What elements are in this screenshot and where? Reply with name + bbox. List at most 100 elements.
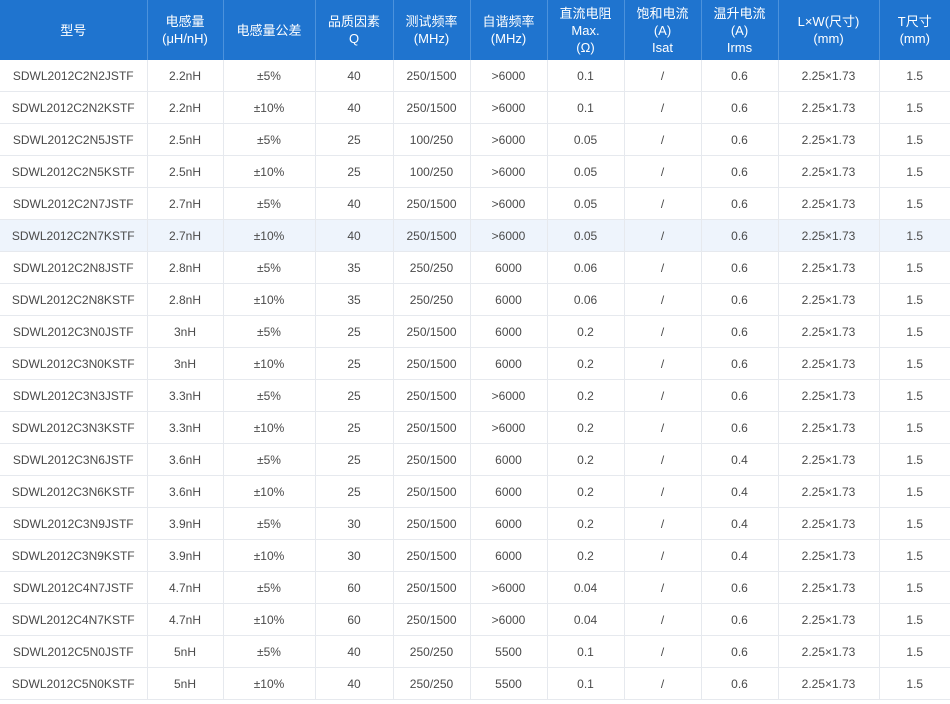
cell-test-frequency: 250/250 [393,283,471,316]
cell-quality-factor: 40 [315,219,394,252]
cell-tolerance: ±10% [223,603,316,636]
column-header-line: (MHz) [490,31,527,46]
cell-self-resonant-frequency: >6000 [470,379,548,412]
column-header-line: Irms [726,39,753,55]
column-header-line: (A) [730,22,749,38]
column-header-line: (mm) [899,31,930,46]
cell-part-number: SDWL2012C2N8KSTF [0,283,148,316]
cell-temperature-rise-current: 0.4 [701,443,779,476]
cell-temperature-rise-current: 0.6 [701,571,779,604]
cell-tolerance: ±5% [223,187,316,220]
cell-self-resonant-frequency: 6000 [470,507,548,540]
cell-quality-factor: 35 [315,283,394,316]
cell-temperature-rise-current: 0.6 [701,155,779,188]
cell-tolerance: ±5% [223,60,316,92]
cell-quality-factor: 40 [315,187,394,220]
cell-quality-factor: 25 [315,475,394,508]
cell-inductance: 5nH [147,635,224,668]
cell-part-number: SDWL2012C2N7JSTF [0,187,148,220]
cell-tolerance: ±5% [223,379,316,412]
cell-thickness: 1.5 [879,635,950,668]
cell-inductance: 4.7nH [147,571,224,604]
cell-tolerance: ±10% [223,347,316,380]
cell-saturation-current: / [624,411,702,444]
cell-tolerance: ±10% [223,283,316,316]
column-header-saturation-current: 饱和电流 (A) Isat [624,0,702,60]
cell-dc-resistance: 0.1 [547,635,625,668]
cell-part-number: SDWL2012C5N0KSTF [0,667,148,700]
table-row: SDWL2012C2N5KSTF 2.5nH ±10% 25 100/250 >6000 0… [0,155,950,188]
cell-test-frequency: 250/1500 [393,91,471,124]
cell-length-width: 2.25×1.73 [778,315,880,348]
cell-tolerance: ±10% [223,91,316,124]
table-row: SDWL2012C2N7KSTF 2.7nH ±10% 40 250/1500 >6000… [0,219,950,252]
cell-inductance: 2.5nH [147,123,224,156]
cell-thickness: 1.5 [879,507,950,540]
column-header-self-resonant-frequency: 自谐频率 (MHz) [470,0,548,60]
cell-saturation-current: / [624,539,702,572]
cell-inductance: 2.8nH [147,251,224,284]
cell-saturation-current: / [624,91,702,124]
column-header-line: 饱和电流 [636,5,689,21]
cell-dc-resistance: 0.2 [547,475,625,508]
cell-saturation-current: / [624,603,702,636]
cell-length-width: 2.25×1.73 [778,283,880,316]
cell-length-width: 2.25×1.73 [778,155,880,188]
cell-thickness: 1.5 [879,603,950,636]
table-row: SDWL2012C3N9JSTF 3.9nH ±5% 30 250/1500 6000 0.… [0,507,950,540]
cell-dc-resistance: 0.04 [547,571,625,604]
column-header-line: 测试频率 [405,14,458,29]
cell-length-width: 2.25×1.73 [778,347,880,380]
cell-self-resonant-frequency: >6000 [470,571,548,604]
column-header-part-number: 型号 [0,0,148,60]
cell-part-number: SDWL2012C2N5JSTF [0,123,148,156]
cell-self-resonant-frequency: >6000 [470,411,548,444]
cell-temperature-rise-current: 0.6 [701,347,779,380]
cell-self-resonant-frequency: >6000 [470,187,548,220]
cell-saturation-current: / [624,283,702,316]
cell-part-number: SDWL2012C2N7KSTF [0,219,148,252]
column-header-inductance: 电感量 (μH/nH) [147,0,224,60]
table-row: SDWL2012C3N9KSTF 3.9nH ±10% 30 250/1500 6000 0… [0,539,950,572]
cell-inductance: 2.8nH [147,283,224,316]
cell-dc-resistance: 0.05 [547,219,625,252]
cell-quality-factor: 30 [315,539,394,572]
cell-thickness: 1.5 [879,347,950,380]
cell-temperature-rise-current: 0.6 [701,251,779,284]
cell-tolerance: ±5% [223,443,316,476]
cell-self-resonant-frequency: >6000 [470,219,548,252]
cell-length-width: 2.25×1.73 [778,251,880,284]
cell-part-number: SDWL2012C3N0KSTF [0,347,148,380]
cell-self-resonant-frequency: >6000 [470,123,548,156]
cell-temperature-rise-current: 0.6 [701,603,779,636]
cell-temperature-rise-current: 0.6 [701,91,779,124]
cell-tolerance: ±10% [223,539,316,572]
column-header-line: Max. [571,22,600,38]
cell-test-frequency: 250/1500 [393,219,471,252]
cell-temperature-rise-current: 0.6 [701,123,779,156]
cell-temperature-rise-current: 0.4 [701,507,779,540]
cell-temperature-rise-current: 0.6 [701,315,779,348]
cell-test-frequency: 100/250 [393,123,471,156]
cell-length-width: 2.25×1.73 [778,667,880,700]
column-header-line: 电感量 [165,14,205,29]
column-header-line: 温升电流 [713,5,766,21]
cell-part-number: SDWL2012C3N6JSTF [0,443,148,476]
column-header-line: 自谐频率 [482,14,535,29]
cell-thickness: 1.5 [879,475,950,508]
cell-inductance: 2.5nH [147,155,224,188]
column-header-line: (MHz) [413,31,450,46]
table-row: SDWL2012C3N6JSTF 3.6nH ±5% 25 250/1500 6000 0.… [0,443,950,476]
table-row: SDWL2012C3N3JSTF 3.3nH ±5% 25 250/1500 >6000 0… [0,379,950,412]
cell-saturation-current: / [624,347,702,380]
table-row: SDWL2012C2N8JSTF 2.8nH ±5% 35 250/250 6000 0.0… [0,251,950,284]
column-header-line: (μH/nH) [162,31,208,46]
cell-tolerance: ±5% [223,635,316,668]
cell-thickness: 1.5 [879,411,950,444]
column-header-thickness: T尺寸 (mm) [879,0,950,60]
table-row: SDWL2012C3N0KSTF 3nH ±10% 25 250/1500 6000 0.2… [0,347,950,380]
cell-tolerance: ±10% [223,475,316,508]
cell-tolerance: ±5% [223,123,316,156]
cell-saturation-current: / [624,123,702,156]
cell-self-resonant-frequency: 6000 [470,315,548,348]
